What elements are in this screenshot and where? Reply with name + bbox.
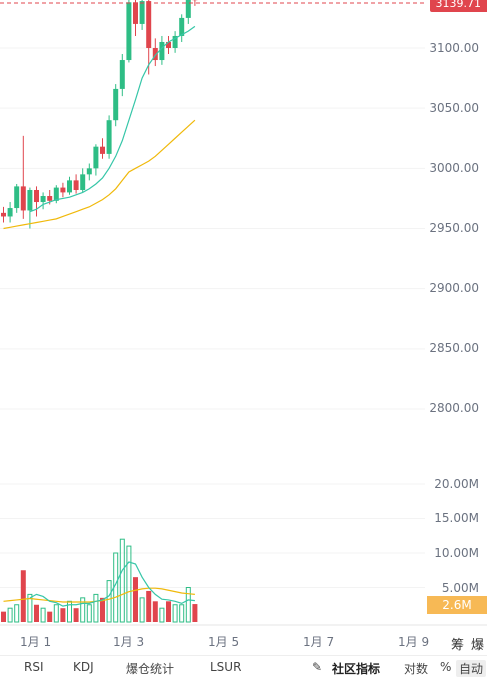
candle-body xyxy=(93,147,98,169)
volume-bar xyxy=(127,546,131,622)
candle-body xyxy=(107,120,112,154)
volume-bar xyxy=(94,594,98,622)
candle-body xyxy=(126,2,131,60)
tab-community-indicators[interactable]: 社区指标 xyxy=(332,660,380,677)
volume-bar xyxy=(8,608,12,622)
candle-body xyxy=(27,190,32,210)
price-tick: 2850.00 xyxy=(429,341,479,355)
candle-body xyxy=(113,89,118,120)
volume-bar xyxy=(166,601,171,622)
date-label: 1月 5 xyxy=(208,633,239,650)
volume-bar xyxy=(192,604,197,622)
percent-scale-toggle[interactable]: % xyxy=(440,660,451,674)
candles xyxy=(1,0,197,229)
tab-rsi[interactable]: RSI xyxy=(24,660,44,674)
volume-bar xyxy=(1,612,6,622)
volume-bar xyxy=(34,605,39,622)
price-tick: 2900.00 xyxy=(429,281,479,295)
current-price-badge: 3139.71 xyxy=(430,0,487,12)
candle-body xyxy=(21,186,26,210)
candle-body xyxy=(34,190,39,202)
volume-bar xyxy=(173,605,177,622)
log-scale-toggle[interactable]: 对数 xyxy=(404,660,428,677)
candle-body xyxy=(67,180,72,192)
tab-lsur[interactable]: LSUR xyxy=(210,660,241,674)
volume-bar xyxy=(47,612,52,622)
price-tick: 3000.00 xyxy=(429,161,479,175)
candle-body xyxy=(60,188,65,193)
candle-body xyxy=(159,42,164,60)
volume-bar xyxy=(146,591,151,622)
volume-bar xyxy=(107,581,111,622)
ma-fast-line xyxy=(30,26,195,211)
volume-ma-fast-line xyxy=(30,562,195,606)
volume-bar xyxy=(153,601,158,622)
volume-bar xyxy=(54,605,58,622)
volume-bar xyxy=(100,598,105,622)
candle-body xyxy=(100,147,105,154)
volume-bar xyxy=(41,608,45,622)
grid xyxy=(0,48,487,625)
date-label: 1月 1 xyxy=(20,633,51,650)
volume-bar xyxy=(133,577,138,622)
price-tick: 2950.00 xyxy=(429,221,479,235)
volume-bar xyxy=(21,570,26,622)
price-tick: 2800.00 xyxy=(429,401,479,415)
candle-body xyxy=(14,186,19,208)
candle-body xyxy=(87,168,92,174)
volume-tick: 15.00M xyxy=(434,511,479,525)
indicator-tab-bar: RSI KDJ 爆仓统计 LSUR ✎ 社区指标 对数 % 自动 xyxy=(0,655,487,671)
candle-body xyxy=(8,208,13,216)
volume-tick: 10.00M xyxy=(434,546,479,560)
volume-bar xyxy=(87,605,91,622)
candle-body xyxy=(120,60,125,89)
ma-slow-line xyxy=(4,120,195,228)
candle-body xyxy=(41,196,46,202)
date-label: 1月 7 xyxy=(303,633,334,650)
volume-tick: 20.00M xyxy=(434,477,479,491)
price-tick: 3100.00 xyxy=(429,41,479,55)
date-label: 1月 3 xyxy=(113,633,144,650)
price-tick: 3050.00 xyxy=(429,101,479,115)
candle-body xyxy=(146,1,151,48)
volume-bar xyxy=(74,608,79,622)
volume-bar xyxy=(140,598,144,622)
edit-icon[interactable]: ✎ xyxy=(312,660,322,674)
auto-scale-toggle[interactable]: 自动 xyxy=(456,660,486,677)
current-volume-badge: 2.6M xyxy=(427,596,487,614)
tab-kdj[interactable]: KDJ xyxy=(73,660,94,674)
volume-bar xyxy=(120,539,124,622)
candle-body xyxy=(1,213,6,217)
candle-body xyxy=(80,174,85,190)
volume-bar xyxy=(15,605,19,622)
candle-body xyxy=(133,2,138,24)
volume-bar xyxy=(160,608,164,622)
volume-bar xyxy=(180,605,184,622)
candle-body xyxy=(74,180,79,190)
chips-button[interactable]: 筹 xyxy=(451,634,464,653)
date-label: 1月 9 xyxy=(398,633,429,650)
volume-bars xyxy=(1,539,197,622)
burst-button[interactable]: 爆 xyxy=(471,634,484,653)
volume-bar xyxy=(60,608,65,622)
candle-body xyxy=(47,196,52,201)
candle-body xyxy=(140,1,145,24)
volume-bar xyxy=(186,588,190,623)
tab-liquidations[interactable]: 爆仓统计 xyxy=(126,660,174,677)
volume-tick: 5.00M xyxy=(442,581,479,595)
